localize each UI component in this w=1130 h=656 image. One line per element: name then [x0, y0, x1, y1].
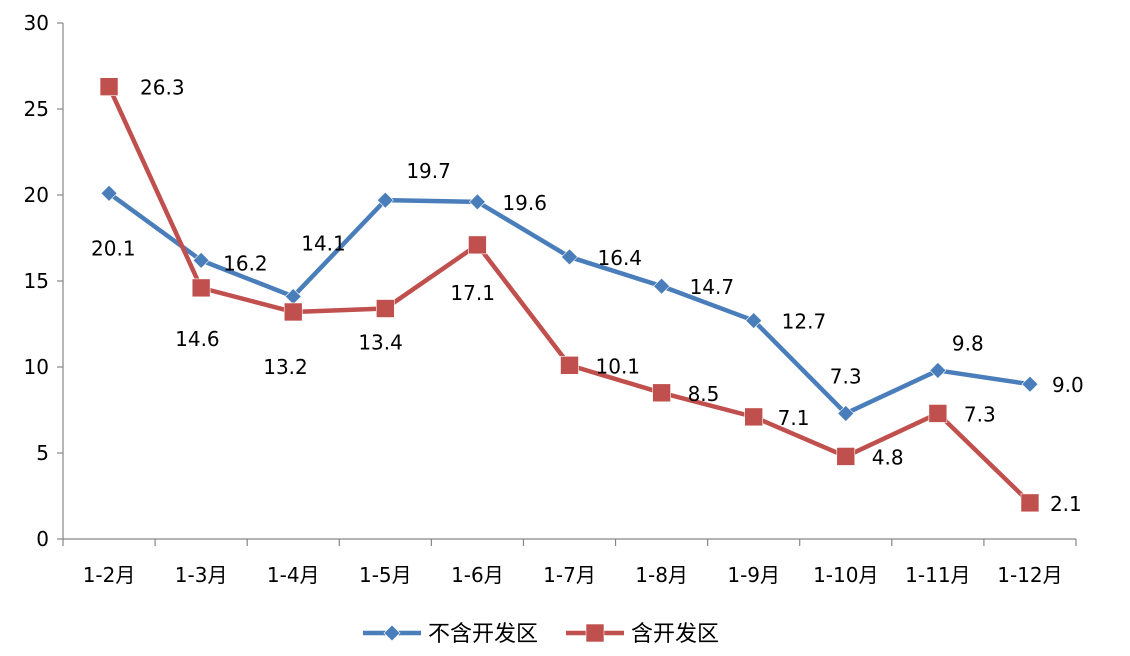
data-label: 4.8 — [872, 445, 904, 469]
data-label: 14.1 — [301, 231, 346, 255]
legend-item: 含开发区 — [566, 622, 719, 647]
x-tick-label: 1-9月 — [727, 563, 780, 587]
data-label: 26.3 — [140, 76, 185, 100]
data-label: 2.1 — [1050, 492, 1082, 516]
x-tick-label: 1-5月 — [359, 563, 412, 587]
data-point — [745, 312, 763, 329]
data-label: 14.6 — [175, 327, 220, 351]
data-point — [561, 248, 578, 266]
data-point — [192, 251, 210, 269]
x-tick-label: 1-4月 — [267, 563, 320, 587]
data-point — [744, 407, 763, 427]
y-tick-label: 10 — [24, 355, 49, 379]
data-point — [468, 193, 486, 211]
y-tick-label: 20 — [24, 183, 49, 207]
data-point — [468, 235, 487, 255]
data-point — [1021, 375, 1039, 393]
x-tick-label: 1-7月 — [543, 563, 596, 587]
data-label: 20.1 — [91, 236, 136, 260]
data-label: 16.2 — [223, 251, 268, 275]
data-point — [376, 299, 395, 318]
x-tick-label: 1-12月 — [997, 563, 1062, 587]
data-label: 12.7 — [782, 310, 827, 334]
y-tick-label: 15 — [24, 269, 49, 293]
x-tick-label: 1-3月 — [175, 563, 228, 587]
data-point — [836, 447, 856, 466]
legend-marker — [585, 623, 605, 643]
legend-label: 含开发区 — [631, 622, 719, 647]
data-point — [99, 77, 119, 96]
data-point — [837, 405, 855, 422]
series-layer — [99, 77, 1040, 513]
data-point — [928, 404, 948, 423]
data-label: 13.2 — [263, 355, 308, 379]
x-tick-label: 1-11月 — [905, 563, 970, 587]
data-point — [100, 184, 118, 202]
data-point — [1020, 493, 1040, 513]
data-label: 10.1 — [596, 354, 641, 378]
data-label: 9.0 — [1052, 373, 1084, 397]
data-point — [929, 362, 947, 379]
data-label: 9.8 — [952, 331, 984, 355]
y-tick-label: 25 — [24, 97, 49, 121]
data-label: 19.6 — [502, 191, 547, 215]
data-label: 7.1 — [778, 406, 810, 430]
series-line — [106, 191, 1033, 416]
x-tick-label: 1-6月 — [451, 563, 504, 587]
data-label: 19.7 — [406, 159, 451, 183]
legend-marker — [383, 624, 401, 642]
data-label: 14.7 — [690, 275, 735, 299]
series-2 — [99, 77, 1040, 513]
data-point — [652, 383, 671, 403]
legend: 不含开发区 含开发区 — [363, 622, 719, 647]
x-tick-label: 1-2月 — [83, 563, 136, 587]
data-labels: 20.1 16.2 14.1 19.7 19.6 16.4 14.7 12.7 7.3 9.8 9.… — [91, 76, 1084, 516]
data-label: 13.4 — [358, 331, 403, 355]
data-point — [191, 278, 211, 298]
series-1 — [100, 184, 1039, 422]
y-tick-label: 30 — [24, 11, 49, 35]
y-tick-label: 5 — [36, 441, 49, 465]
data-point — [653, 277, 671, 295]
data-point — [560, 355, 579, 375]
legend-label: 不含开发区 — [428, 622, 538, 647]
axes: 0 5 10 15 20 25 30 1-2月 1-3月 1-4月 1-5月 1-6月 1-7月 1-8月… — [24, 11, 1077, 587]
data-point — [376, 191, 394, 209]
data-label: 17.1 — [450, 281, 495, 305]
data-label: 7.3 — [964, 402, 996, 426]
series-line — [106, 84, 1033, 506]
x-tick-label: 1-10月 — [813, 563, 878, 587]
data-label: 8.5 — [688, 382, 720, 406]
data-point — [283, 302, 303, 322]
x-tick-label: 1-8月 — [635, 563, 688, 587]
data-label: 7.3 — [830, 364, 862, 388]
legend-item: 不含开发区 — [363, 622, 538, 647]
data-label: 16.4 — [598, 246, 643, 270]
y-tick-label: 0 — [36, 527, 49, 551]
